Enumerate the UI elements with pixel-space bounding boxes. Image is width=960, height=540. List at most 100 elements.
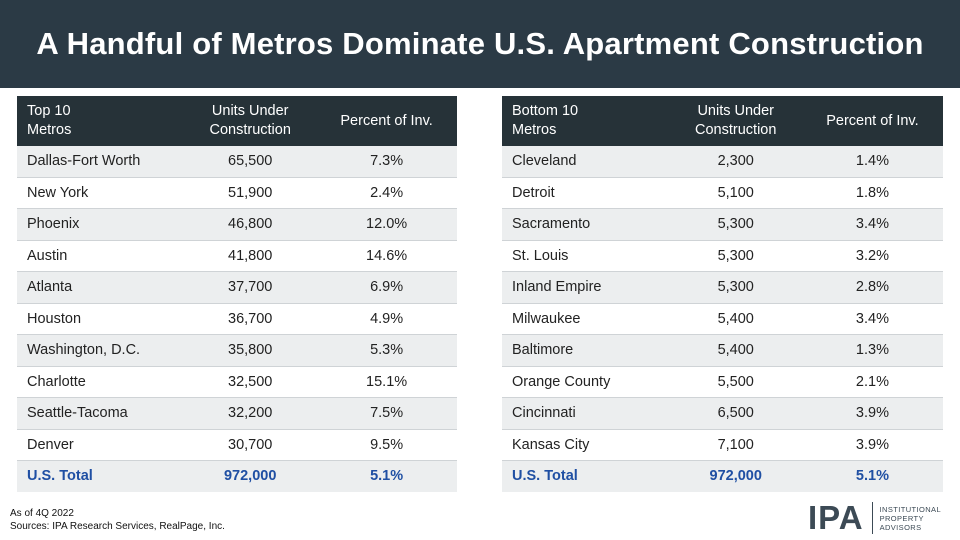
top-metros-table: Top 10 Metros Units Under Construction P… <box>17 96 457 492</box>
percent-cell: 5.3% <box>316 334 457 367</box>
metro-name-cell: Baltimore <box>502 334 670 367</box>
percent-cell: 9.5% <box>316 429 457 461</box>
metro-name-cell: Houston <box>17 303 185 335</box>
table-header-row: Top 10 Metros Units Under Construction P… <box>17 96 457 146</box>
units-cell: 36,700 <box>184 303 317 335</box>
units-cell: 30,700 <box>184 429 317 461</box>
percent-cell: 2.1% <box>801 366 943 398</box>
percent-cell: 3.2% <box>801 240 943 272</box>
footnote: As of 4Q 2022 Sources: IPA Research Serv… <box>10 507 225 533</box>
metro-name-cell: Seattle-Tacoma <box>17 397 185 430</box>
metro-name-cell: Milwaukee <box>502 303 670 335</box>
table-row: Inland Empire 5,300 2.8% <box>502 271 943 304</box>
table-row: New York 51,900 2.4% <box>17 177 457 209</box>
units-cell: 37,700 <box>184 271 317 304</box>
total-percent-cell: 5.1% <box>316 460 457 492</box>
units-cell: 5,400 <box>669 334 802 367</box>
header-line: Bottom 10 Metros <box>512 103 579 138</box>
total-percent-cell: 5.1% <box>801 460 943 492</box>
table-row: Austin 41,800 14.6% <box>17 240 457 272</box>
units-cell: 5,300 <box>669 240 802 272</box>
header-line: Percent of Inv. <box>826 112 919 129</box>
metro-name-cell: Kansas City <box>502 429 670 461</box>
table-row: Dallas-Fort Worth 65,500 7.3% <box>17 146 457 178</box>
units-cell: 5,300 <box>669 271 802 304</box>
percent-cell: 3.4% <box>801 303 943 335</box>
metro-name-cell: Charlotte <box>17 366 185 398</box>
table-row: Cleveland 2,300 1.4% <box>502 146 943 178</box>
percent-cell: 14.6% <box>316 240 457 272</box>
units-cell: 32,200 <box>184 397 317 430</box>
percent-cell: 1.3% <box>801 334 943 367</box>
percent-cell: 12.0% <box>316 208 457 241</box>
units-cell: 51,900 <box>184 177 317 209</box>
total-label-cell: U.S. Total <box>502 460 670 492</box>
header-line: Percent of Inv. <box>340 112 433 129</box>
metro-name-cell: Orange County <box>502 366 670 398</box>
units-cell: 41,800 <box>184 240 317 272</box>
percent-cell: 3.9% <box>801 429 943 461</box>
metro-name-cell: Detroit <box>502 177 670 209</box>
header-metros: Bottom 10 Metros <box>502 96 670 146</box>
table-row: Washington, D.C. 35,800 5.3% <box>17 334 457 367</box>
percent-cell: 3.4% <box>801 208 943 241</box>
percent-cell: 1.4% <box>801 146 943 178</box>
percent-cell: 6.9% <box>316 271 457 304</box>
logo-mark: IPA <box>808 499 864 536</box>
header-line: Units Under Construction <box>695 103 777 138</box>
table-row: Kansas City 7,100 3.9% <box>502 429 943 461</box>
table-row: Cincinnati 6,500 3.9% <box>502 397 943 430</box>
header-units: Units Under Construction <box>669 96 802 146</box>
metro-name-cell: Cleveland <box>502 146 670 178</box>
title-bar: A Handful of Metros Dominate U.S. Apartm… <box>0 0 960 88</box>
header-line: Units Under Construction <box>209 103 291 138</box>
page-title: A Handful of Metros Dominate U.S. Apartm… <box>36 26 924 61</box>
percent-cell: 7.3% <box>316 146 457 178</box>
units-cell: 2,300 <box>669 146 802 178</box>
metro-name-cell: St. Louis <box>502 240 670 272</box>
footnote-date: As of 4Q 2022 <box>10 508 74 519</box>
total-units-cell: 972,000 <box>669 460 802 492</box>
total-row: U.S. Total 972,000 5.1% <box>17 460 457 492</box>
table-row: Denver 30,700 9.5% <box>17 429 457 461</box>
header-percent: Percent of Inv. <box>316 96 457 146</box>
header-line: Top 10 Metros <box>27 103 72 138</box>
logo-subtitle: INSTITUTIONAL PROPERTY ADVISORS <box>880 505 941 532</box>
footnote-sources: Sources: IPA Research Services, RealPage… <box>10 521 225 532</box>
table-header-row: Bottom 10 Metros Units Under Constructio… <box>502 96 943 146</box>
table-row: Milwaukee 5,400 3.4% <box>502 303 943 335</box>
bottom-metros-table: Bottom 10 Metros Units Under Constructio… <box>502 96 943 492</box>
units-cell: 6,500 <box>669 397 802 430</box>
table-row: Detroit 5,100 1.8% <box>502 177 943 209</box>
units-cell: 65,500 <box>184 146 317 178</box>
units-cell: 5,500 <box>669 366 802 398</box>
metro-name-cell: Phoenix <box>17 208 185 241</box>
metro-name-cell: Washington, D.C. <box>17 334 185 367</box>
percent-cell: 2.4% <box>316 177 457 209</box>
percent-cell: 4.9% <box>316 303 457 335</box>
units-cell: 46,800 <box>184 208 317 241</box>
logo-subtitle-line: INSTITUTIONAL <box>879 504 942 514</box>
metro-name-cell: Atlanta <box>17 271 185 304</box>
percent-cell: 7.5% <box>316 397 457 430</box>
metro-name-cell: Cincinnati <box>502 397 670 430</box>
metro-name-cell: Austin <box>17 240 185 272</box>
table-row: Sacramento 5,300 3.4% <box>502 208 943 241</box>
table-row: Atlanta 37,700 6.9% <box>17 271 457 304</box>
metro-name-cell: Denver <box>17 429 185 461</box>
total-units-cell: 972,000 <box>184 460 317 492</box>
metro-name-cell: Inland Empire <box>502 271 670 304</box>
units-cell: 7,100 <box>669 429 802 461</box>
header-units: Units Under Construction <box>184 96 317 146</box>
metro-name-cell: Sacramento <box>502 208 670 241</box>
table-row: Orange County 5,500 2.1% <box>502 366 943 398</box>
units-cell: 35,800 <box>184 334 317 367</box>
table-row: Baltimore 5,400 1.3% <box>502 334 943 367</box>
total-label-cell: U.S. Total <box>17 460 185 492</box>
percent-cell: 2.8% <box>801 271 943 304</box>
metro-name-cell: New York <box>17 177 185 209</box>
table-row: St. Louis 5,300 3.2% <box>502 240 943 272</box>
units-cell: 32,500 <box>184 366 317 398</box>
units-cell: 5,400 <box>669 303 802 335</box>
percent-cell: 1.8% <box>801 177 943 209</box>
